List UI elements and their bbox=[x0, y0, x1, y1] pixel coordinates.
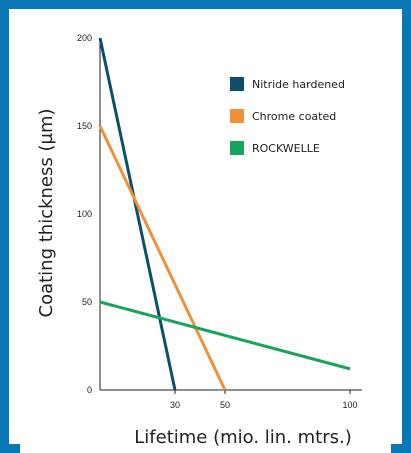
series-line-2 bbox=[99, 300, 351, 371]
legend-label-1: Chrome coated bbox=[252, 110, 336, 123]
frame-border-left bbox=[0, 0, 9, 453]
x-tick-label: 100 bbox=[342, 400, 357, 410]
legend-swatch-1 bbox=[230, 109, 244, 123]
frame-border-right bbox=[402, 0, 411, 453]
legend-swatch-2 bbox=[230, 141, 244, 155]
series-line-0 bbox=[98, 37, 177, 391]
legend-label-2: ROCKWELLE bbox=[252, 142, 320, 155]
y-tick-label: 0 bbox=[87, 385, 92, 395]
y-tick-label: 150 bbox=[77, 121, 92, 131]
y-tick-label: 200 bbox=[77, 33, 92, 43]
y-tick-group: 0 50 100 150 200 bbox=[77, 33, 92, 395]
series-group bbox=[98, 37, 351, 391]
frame-border-bottom-right bbox=[391, 444, 411, 453]
legend-label-0: Nitride hardened bbox=[252, 78, 345, 91]
frame-border-bottom-left bbox=[0, 444, 20, 453]
y-tick-label: 50 bbox=[82, 297, 92, 307]
frame-border-top bbox=[0, 0, 411, 9]
x-axis-label: Lifetime (mio. lin. mtrs.) bbox=[134, 427, 352, 448]
x-tick-label: 50 bbox=[220, 400, 230, 410]
legend-swatch-0 bbox=[230, 77, 244, 91]
chart-axes bbox=[99, 38, 362, 391]
y-axis-label: Coating thickness (µm) bbox=[36, 108, 57, 317]
x-tick-label: 30 bbox=[170, 400, 180, 410]
legend: Nitride hardened Chrome coated ROCKWELLE bbox=[230, 77, 345, 155]
y-tick-label: 100 bbox=[77, 209, 92, 219]
x-tick-group: 30 50 100 bbox=[170, 390, 358, 410]
series-line-1 bbox=[98, 125, 227, 391]
